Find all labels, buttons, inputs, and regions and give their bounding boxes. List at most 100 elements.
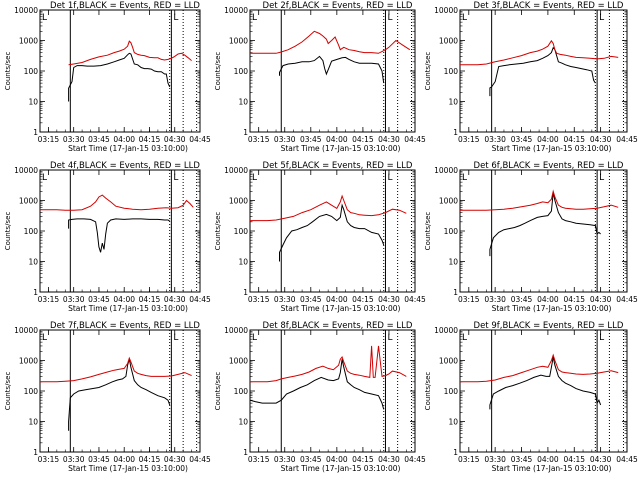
y-tick-label: 1 (33, 288, 38, 297)
x-tick-label: 03:45 (88, 455, 110, 464)
y-tick-label: 10000 (14, 326, 38, 335)
x-tick-label: 03:15 (248, 455, 270, 464)
interval-marker-left: L (462, 333, 467, 343)
series-lld-line (250, 345, 407, 383)
x-axis-label: Start Time (17-Jan-15 03:10:00) (492, 464, 612, 473)
x-tick-label: 03:30 (274, 295, 296, 304)
x-tick-label: 03:15 (38, 135, 60, 144)
y-tick-label: 1000 (19, 197, 38, 206)
y-axis-label: Counts/sec (4, 372, 12, 411)
x-tick-label: 04:45 (404, 295, 426, 304)
x-axis-label: Start Time (17-Jan-15 03:10:00) (68, 464, 188, 473)
y-tick-label: 1000 (19, 37, 38, 46)
x-tick-label: 03:45 (300, 135, 322, 144)
x-tick-label: 04:30 (164, 295, 186, 304)
y-tick-label: 10000 (434, 166, 458, 175)
series-events-line (489, 192, 601, 257)
series-events-line (279, 203, 385, 262)
interval-marker-right: L (387, 13, 392, 23)
series-events-line (249, 359, 385, 410)
series-events-line (489, 46, 596, 97)
interval-marker-left: L (42, 173, 47, 183)
x-tick-label: 04:45 (616, 295, 638, 304)
y-tick-label: 100 (24, 387, 39, 396)
x-tick-label: 04:15 (563, 135, 585, 144)
y-tick-label: 1000 (439, 37, 458, 46)
plot-frame (39, 9, 201, 133)
interval-marker-left: L (462, 13, 467, 23)
x-tick-label: 03:30 (63, 135, 85, 144)
y-axis-label: Counts/sec (424, 212, 432, 251)
panel-2: Det 2f,BLACK = Events, RED = LLD 1 10 100 10… (214, 1, 426, 153)
x-axis-label: Start Time (17-Jan-15 03:10:00) (281, 304, 401, 313)
plot-frame (459, 169, 628, 293)
interval-marker-right: L (173, 13, 178, 23)
panel-5: Det 5f,BLACK = Events, RED = LLD 1 10 100 10… (214, 161, 426, 313)
series-lld-line (460, 189, 619, 211)
panel-title: Det 8f,BLACK = Events, RED = LLD (263, 321, 413, 331)
interval-marker-left: L (42, 13, 47, 23)
x-tick-label: 04:45 (404, 135, 426, 144)
y-axis-label: Counts/sec (424, 52, 432, 91)
y-tick-label: 10 (28, 258, 38, 267)
x-tick-label: 03:15 (38, 455, 60, 464)
panel-title: Det 5f,BLACK = Events, RED = LLD (263, 161, 413, 171)
x-tick-label: 03:45 (300, 455, 322, 464)
series-events-line (68, 218, 170, 253)
y-tick-label: 10 (238, 258, 248, 267)
series-events-line (68, 52, 171, 102)
x-tick-label: 03:15 (248, 295, 270, 304)
x-tick-label: 04:00 (537, 455, 559, 464)
x-tick-label: 04:00 (537, 295, 559, 304)
panel-3: Det 3f,BLACK = Events, RED = LLD 1 10 100 10… (424, 1, 638, 153)
x-axis-label: Start Time (17-Jan-15 03:10:00) (281, 144, 401, 153)
y-tick-label: 1 (33, 128, 38, 137)
x-tick-label: 03:45 (511, 135, 533, 144)
y-tick-label: 100 (444, 67, 459, 76)
x-tick-label: 04:00 (326, 455, 348, 464)
y-tick-label: 10 (448, 258, 458, 267)
interval-marker-right: L (599, 173, 604, 183)
series-events-line (489, 356, 602, 410)
x-tick-label: 03:45 (88, 295, 110, 304)
y-tick-label: 100 (444, 227, 459, 236)
interval-marker-right: L (173, 173, 178, 183)
interval-marker-right: L (387, 333, 392, 343)
x-tick-label: 04:30 (164, 135, 186, 144)
y-tick-label: 100 (24, 227, 39, 236)
y-tick-label: 10000 (14, 6, 38, 15)
x-tick-label: 03:45 (88, 135, 110, 144)
x-tick-label: 04:00 (326, 295, 348, 304)
interval-marker-right: L (387, 173, 392, 183)
panel-title: Det 3f,BLACK = Events, RED = LLD (474, 1, 624, 11)
y-tick-label: 1 (453, 128, 458, 137)
x-tick-label: 03:45 (300, 295, 322, 304)
series-events-line (279, 55, 385, 84)
y-tick-label: 1 (33, 448, 38, 457)
series-lld-line (40, 194, 194, 211)
x-tick-label: 03:30 (274, 455, 296, 464)
y-tick-label: 1 (243, 288, 248, 297)
x-tick-label: 03:30 (63, 295, 85, 304)
x-tick-label: 04:00 (113, 295, 135, 304)
panel-title: Det 1f,BLACK = Events, RED = LLD (50, 1, 200, 11)
y-tick-label: 10 (238, 98, 248, 107)
x-tick-label: 04:15 (352, 295, 374, 304)
series-lld-line (250, 30, 411, 54)
y-tick-label: 1 (243, 448, 248, 457)
y-axis-label: Counts/sec (4, 52, 12, 91)
y-tick-label: 10000 (14, 166, 38, 175)
series-lld-line (460, 353, 619, 383)
x-axis-label: Start Time (17-Jan-15 03:10:00) (68, 304, 188, 313)
x-tick-label: 03:30 (484, 135, 506, 144)
y-tick-label: 10 (28, 98, 38, 107)
y-axis-label: Counts/sec (424, 372, 432, 411)
x-tick-label: 04:30 (590, 455, 612, 464)
x-tick-label: 03:45 (511, 455, 533, 464)
y-tick-label: 100 (444, 387, 459, 396)
y-tick-label: 1000 (439, 357, 458, 366)
panel-6: Det 6f,BLACK = Events, RED = LLD 1 10 100 10… (424, 161, 638, 313)
x-tick-label: 03:15 (458, 295, 480, 304)
y-tick-label: 10 (448, 98, 458, 107)
x-axis-label: Start Time (17-Jan-15 03:10:00) (68, 144, 188, 153)
